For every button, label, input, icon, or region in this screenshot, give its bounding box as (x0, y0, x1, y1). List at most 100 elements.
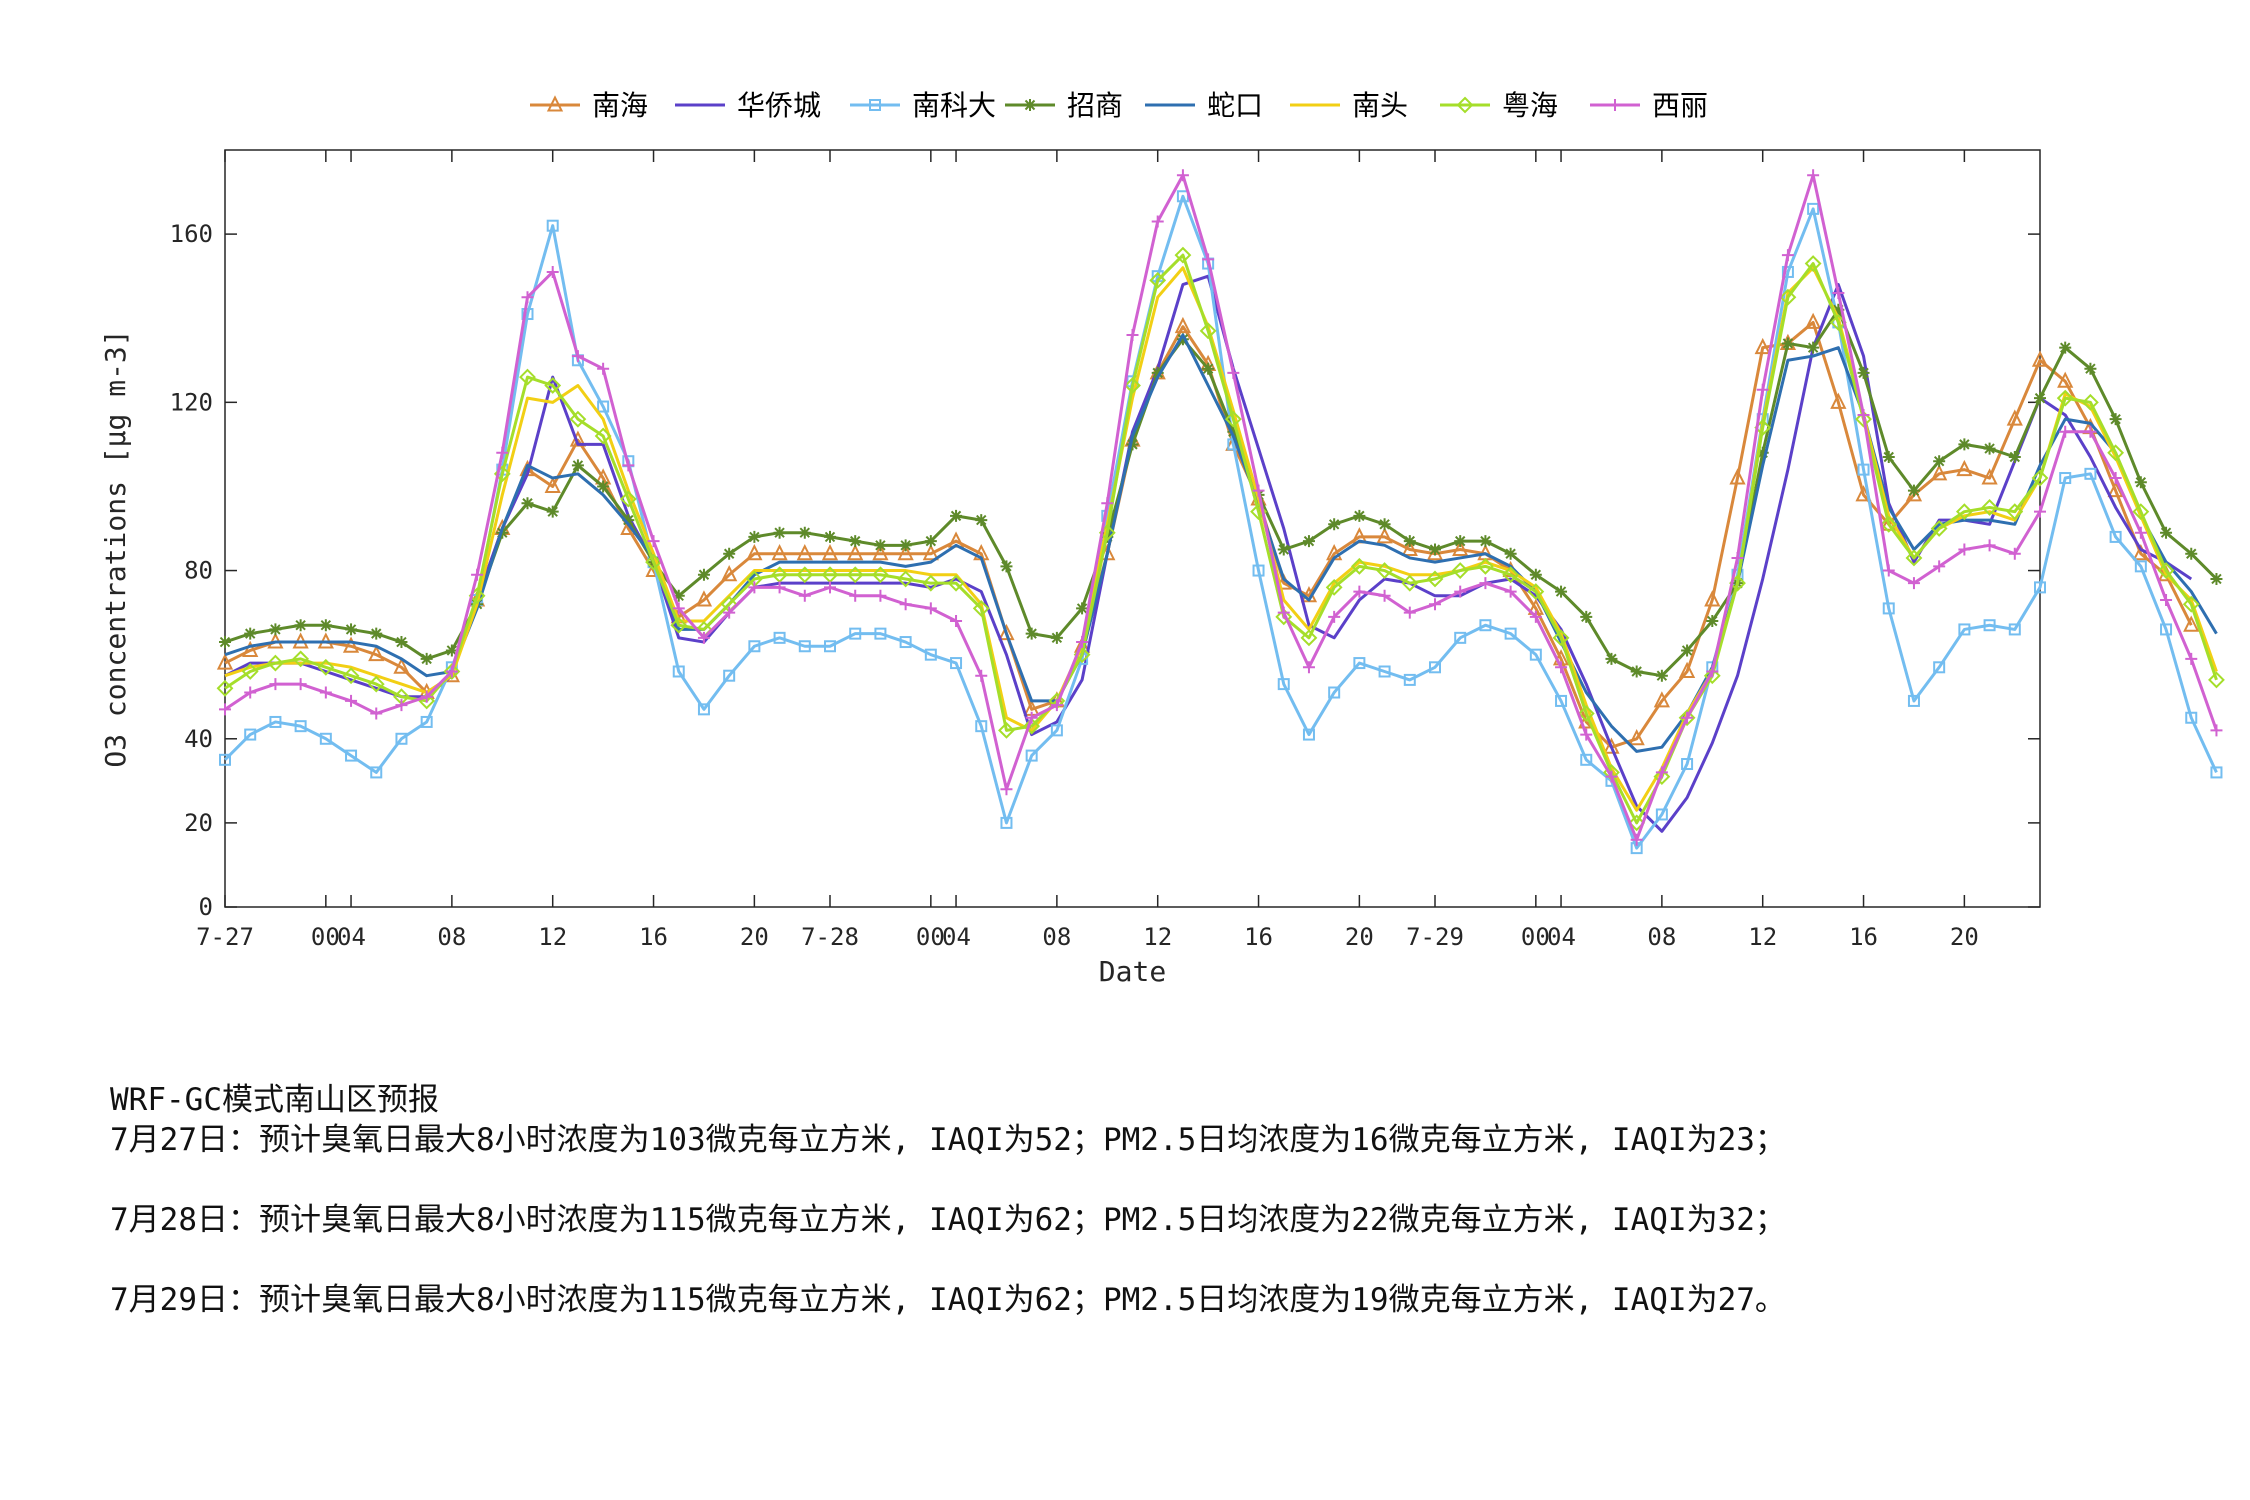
legend-marker (1024, 99, 1036, 111)
data-point (544, 377, 562, 394)
data-point (2160, 526, 2173, 539)
data-point (1603, 737, 1620, 754)
data-point (849, 535, 862, 548)
data-point (370, 627, 383, 640)
legend-label: 招商 (1067, 89, 1123, 122)
data-point (2210, 724, 2223, 737)
data-point (521, 291, 534, 304)
data-point (342, 636, 360, 653)
data-point (1628, 814, 1646, 832)
series-line (224, 173, 2218, 842)
legend-item: 招商 (1005, 89, 1123, 122)
data-point (1149, 271, 1167, 289)
data-point (219, 636, 231, 649)
data-point (1832, 303, 1845, 316)
data-point (723, 606, 736, 619)
data-point (1807, 169, 1820, 182)
x-tick-label: 04 (942, 923, 971, 951)
data-point (267, 654, 284, 672)
data-point (1527, 583, 1545, 600)
data-point (1378, 589, 1391, 602)
data-point (1880, 515, 1898, 533)
data-point (1555, 661, 1568, 674)
data-point (922, 574, 940, 592)
data-point (420, 690, 433, 703)
data-point (1882, 451, 1895, 464)
data-point (1403, 606, 1416, 619)
data-point (849, 589, 862, 602)
data-point (2183, 615, 2200, 632)
data-point (821, 543, 839, 561)
data-point (2134, 476, 2147, 489)
data-point (1630, 833, 1643, 846)
data-point (950, 615, 963, 628)
data-point (1426, 570, 1444, 588)
data-point (370, 707, 383, 720)
data-point (1832, 286, 1845, 299)
data-point (1605, 770, 1618, 783)
data-point (1756, 446, 1769, 459)
data-point (1353, 585, 1366, 598)
data-point (1000, 560, 1013, 573)
data-point (1302, 661, 1315, 674)
data-point (367, 675, 385, 693)
legend-label: 南海 (592, 89, 648, 122)
data-point (1552, 629, 1570, 647)
data-point (1025, 749, 1038, 762)
data-point (1933, 661, 1946, 674)
data-point (1529, 610, 1542, 623)
data-point (345, 694, 358, 707)
legend-item: 粤海 (1440, 89, 1558, 122)
x-tick-label: 04 (1547, 923, 1576, 951)
data-point (1781, 249, 1794, 262)
data-point (2134, 526, 2147, 539)
data-point (2109, 530, 2122, 543)
data-point (975, 669, 988, 682)
data-point (1958, 543, 1971, 556)
data-point (748, 581, 761, 594)
data-point (597, 362, 610, 375)
data-point (2160, 623, 2173, 636)
data-point (1353, 509, 1366, 522)
data-point (798, 589, 811, 602)
legend-marker (546, 95, 564, 112)
data-point (1076, 602, 1089, 615)
data-point (244, 627, 257, 640)
data-point (1050, 699, 1063, 712)
data-point (2210, 572, 2223, 585)
data-point (1681, 758, 1694, 771)
data-point (874, 539, 887, 552)
data-point (1781, 337, 1794, 350)
data-point (2107, 480, 2124, 498)
data-point (1804, 255, 1822, 272)
data-point (2057, 371, 2074, 388)
forecast-line-0728: 7月28日：预计臭氧日最大8小时浓度为115微克每立方米, IAQI为62；PM… (110, 1202, 1786, 1238)
data-point (1479, 577, 1492, 590)
data-point (1580, 728, 1593, 741)
legend-item: 南科大 (850, 89, 996, 122)
data-point (1025, 627, 1038, 640)
data-point (619, 490, 637, 508)
data-point (1857, 408, 1870, 421)
data-point (1376, 527, 1393, 544)
data-point (1252, 484, 1265, 497)
data-point (697, 631, 710, 644)
legend-item: 蛇口 (1145, 89, 1263, 122)
data-point (2084, 425, 2097, 438)
data-point (569, 410, 587, 428)
data-point (697, 703, 710, 716)
data-point (244, 686, 257, 699)
data-point (445, 665, 458, 678)
data-point (317, 658, 335, 676)
data-point (998, 721, 1015, 739)
data-point (1252, 564, 1265, 577)
data-point (773, 581, 786, 594)
data-point (292, 650, 310, 668)
data-point (370, 766, 383, 779)
data-point (1653, 691, 1670, 708)
data-point (2160, 593, 2173, 606)
data-point (1328, 518, 1341, 531)
data-point (672, 602, 685, 615)
data-point (420, 715, 433, 728)
